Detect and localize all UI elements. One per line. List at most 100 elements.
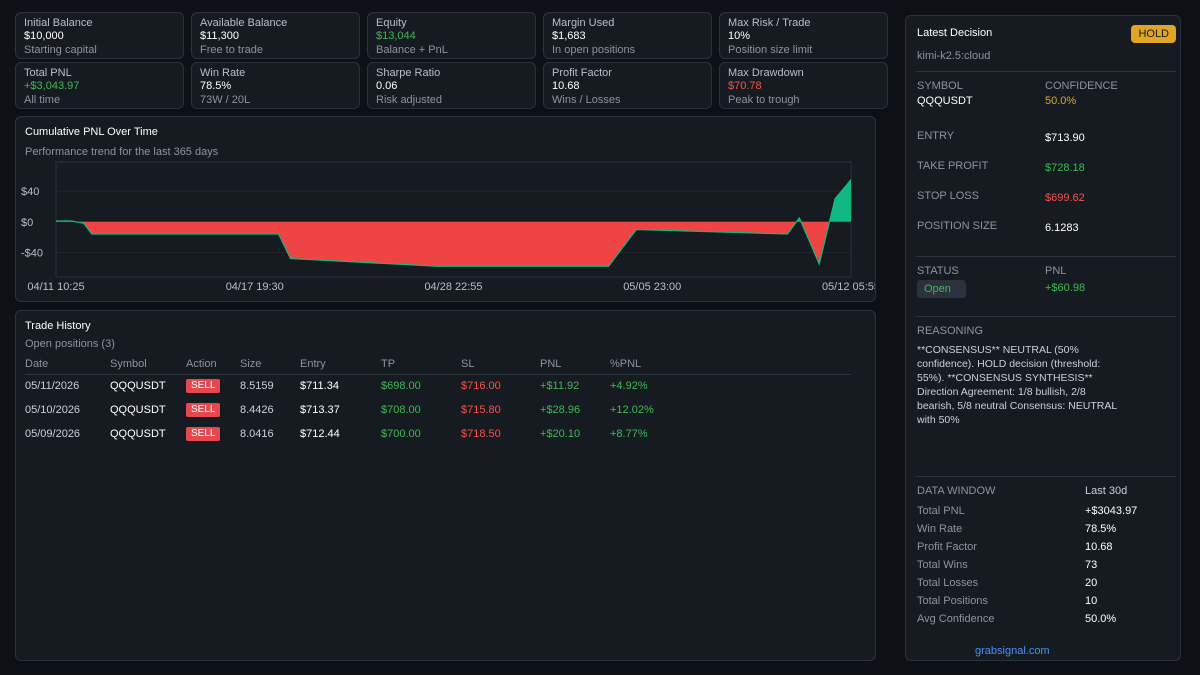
- divider: [916, 71, 1176, 72]
- column-header-action: Action: [186, 358, 217, 370]
- cell-tp: $700.00: [381, 428, 421, 440]
- x-tick-label: 04/28 22:55: [424, 281, 482, 293]
- stat-sub: 73W / 20L: [200, 94, 251, 106]
- metric-label: Win Rate: [917, 523, 963, 535]
- stat-value: $11,300: [200, 30, 239, 42]
- take-profit-value: $728.18: [1045, 162, 1085, 174]
- stat-card-total-pnl: Total PNL +$3,043.97 All time: [15, 62, 184, 109]
- y-tick-label: $0: [21, 217, 33, 229]
- stat-sub: All time: [24, 94, 61, 106]
- stat-sub: Wins / Losses: [552, 94, 621, 106]
- action-badge: SELL: [186, 403, 221, 417]
- stat-sub: Starting capital: [24, 44, 97, 56]
- action-badge: SELL: [186, 427, 221, 441]
- take-profit-label: TAKE PROFIT: [917, 160, 989, 172]
- pnl-value: +$60.98: [1045, 282, 1086, 294]
- metric-label: Total Wins: [917, 559, 968, 571]
- cell-sl: $718.50: [461, 428, 501, 440]
- symbol-value: QQQUSDT: [917, 95, 973, 107]
- stat-sub: Balance + PnL: [376, 44, 448, 56]
- metric-value: +$3043.97: [1085, 505, 1138, 517]
- chart-subtitle: Performance trend for the last 365 days: [25, 146, 219, 158]
- status-label: STATUS: [917, 265, 959, 277]
- cell-size: 8.0416: [240, 428, 274, 440]
- grabsignal-link[interactable]: grabsignal.com: [975, 645, 1050, 657]
- column-header-entry: Entry: [300, 358, 326, 370]
- cell-symbol: QQQUSDT: [110, 404, 166, 416]
- trade-history-subtitle: Open positions (3): [25, 338, 115, 350]
- chart-title: Cumulative PNL Over Time: [25, 126, 158, 138]
- confidence-label: CONFIDENCE: [1045, 80, 1118, 92]
- stat-card-available-balance: Available Balance $11,300 Free to trade: [191, 12, 360, 59]
- cell-date: 05/10/2026: [25, 404, 81, 416]
- metric-value: 20: [1085, 577, 1098, 589]
- stat-sub: Risk adjusted: [376, 94, 443, 106]
- status-badge: Open: [917, 280, 966, 298]
- table-header-divider: [25, 374, 851, 375]
- negative-area: [56, 221, 851, 267]
- column-header-symbol: Symbol: [110, 358, 147, 370]
- column-header-pnl: PNL: [540, 358, 562, 370]
- stat-value: $70.78: [728, 80, 762, 92]
- stat-label: Equity: [376, 17, 407, 29]
- hold-badge: HOLD: [1131, 25, 1176, 43]
- cell-pct-pnl: +12.02%: [610, 404, 654, 416]
- symbol-label: SYMBOL: [917, 80, 963, 92]
- stat-value: 10.68: [552, 80, 580, 92]
- divider: [916, 256, 1176, 257]
- stat-card-margin-used: Margin Used $1,683 In open positions: [543, 12, 712, 59]
- stat-value: 10%: [728, 30, 751, 42]
- column-header-pct-pnl: %PNL: [610, 358, 642, 370]
- cell-pnl: +$20.10: [540, 428, 581, 440]
- data-window-value: Last 30d: [1085, 485, 1128, 497]
- stat-card-max-risk: Max Risk / Trade 10% Position size limit: [719, 12, 888, 59]
- metric-label: Total PNL: [917, 505, 965, 517]
- stat-card-initial-balance: Initial Balance $10,000 Starting capital: [15, 12, 184, 59]
- stat-card-win-rate: Win Rate 78.5% 73W / 20L: [191, 62, 360, 109]
- stat-sub: In open positions: [552, 44, 636, 56]
- column-header-sl: SL: [461, 358, 475, 370]
- metric-label: Avg Confidence: [917, 613, 995, 625]
- stat-card-max-drawdown: Max Drawdown $70.78 Peak to trough: [719, 62, 888, 109]
- stop-loss-label: STOP LOSS: [917, 190, 979, 202]
- cell-date: 05/09/2026: [25, 428, 81, 440]
- trade-history-title: Trade History: [25, 320, 91, 332]
- model-name: kimi-k2.5:cloud: [917, 50, 991, 62]
- pnl-line: [56, 179, 852, 267]
- stat-sub: Free to trade: [200, 44, 263, 56]
- metric-label: Profit Factor: [917, 541, 977, 553]
- decision-title: Latest Decision: [917, 27, 993, 39]
- stat-card-sharpe-ratio: Sharpe Ratio 0.06 Risk adjusted: [367, 62, 536, 109]
- x-tick-label: 04/17 19:30: [226, 281, 284, 293]
- cell-size: 8.5159: [240, 380, 274, 392]
- positive-area: [56, 179, 851, 222]
- pnl-chart: $40 $0 -$40 04/11 10:25 04/17 19:30 04/28 22:…: [21, 161, 875, 293]
- metric-label: Total Positions: [917, 595, 988, 607]
- y-tick-label: -$40: [21, 247, 43, 259]
- cell-sl: $715.80: [461, 404, 501, 416]
- cell-pct-pnl: +4.92%: [610, 380, 648, 392]
- stat-label: Max Risk / Trade: [728, 17, 811, 29]
- stat-label: Sharpe Ratio: [376, 67, 441, 79]
- action-badge: SELL: [186, 379, 221, 393]
- cell-pnl: +$11.92: [540, 380, 580, 392]
- column-header-tp: TP: [381, 358, 396, 370]
- cell-size: 8.4426: [240, 404, 274, 416]
- divider: [916, 316, 1176, 317]
- x-tick-label: 05/05 23:00: [623, 281, 681, 293]
- entry-label: ENTRY: [917, 130, 955, 142]
- stat-label: Available Balance: [200, 17, 288, 29]
- stat-label: Total PNL: [24, 67, 72, 79]
- cell-sl: $716.00: [461, 380, 501, 392]
- trade-history-panel: Trade History Open positions (3) Date Sym…: [15, 310, 876, 661]
- column-header-size: Size: [240, 358, 262, 370]
- cell-symbol: QQQUSDT: [110, 428, 166, 440]
- cell-date: 05/11/2026: [25, 380, 80, 392]
- confidence-value: 50.0%: [1045, 95, 1077, 107]
- cell-tp: $708.00: [381, 404, 421, 416]
- reasoning-label: REASONING: [917, 325, 984, 337]
- column-header-date: Date: [25, 358, 49, 370]
- cell-entry: $711.34: [300, 380, 339, 392]
- pnl-chart-panel: Cumulative PNL Over Time Performance tre…: [15, 116, 876, 302]
- cell-entry: $713.37: [300, 404, 340, 416]
